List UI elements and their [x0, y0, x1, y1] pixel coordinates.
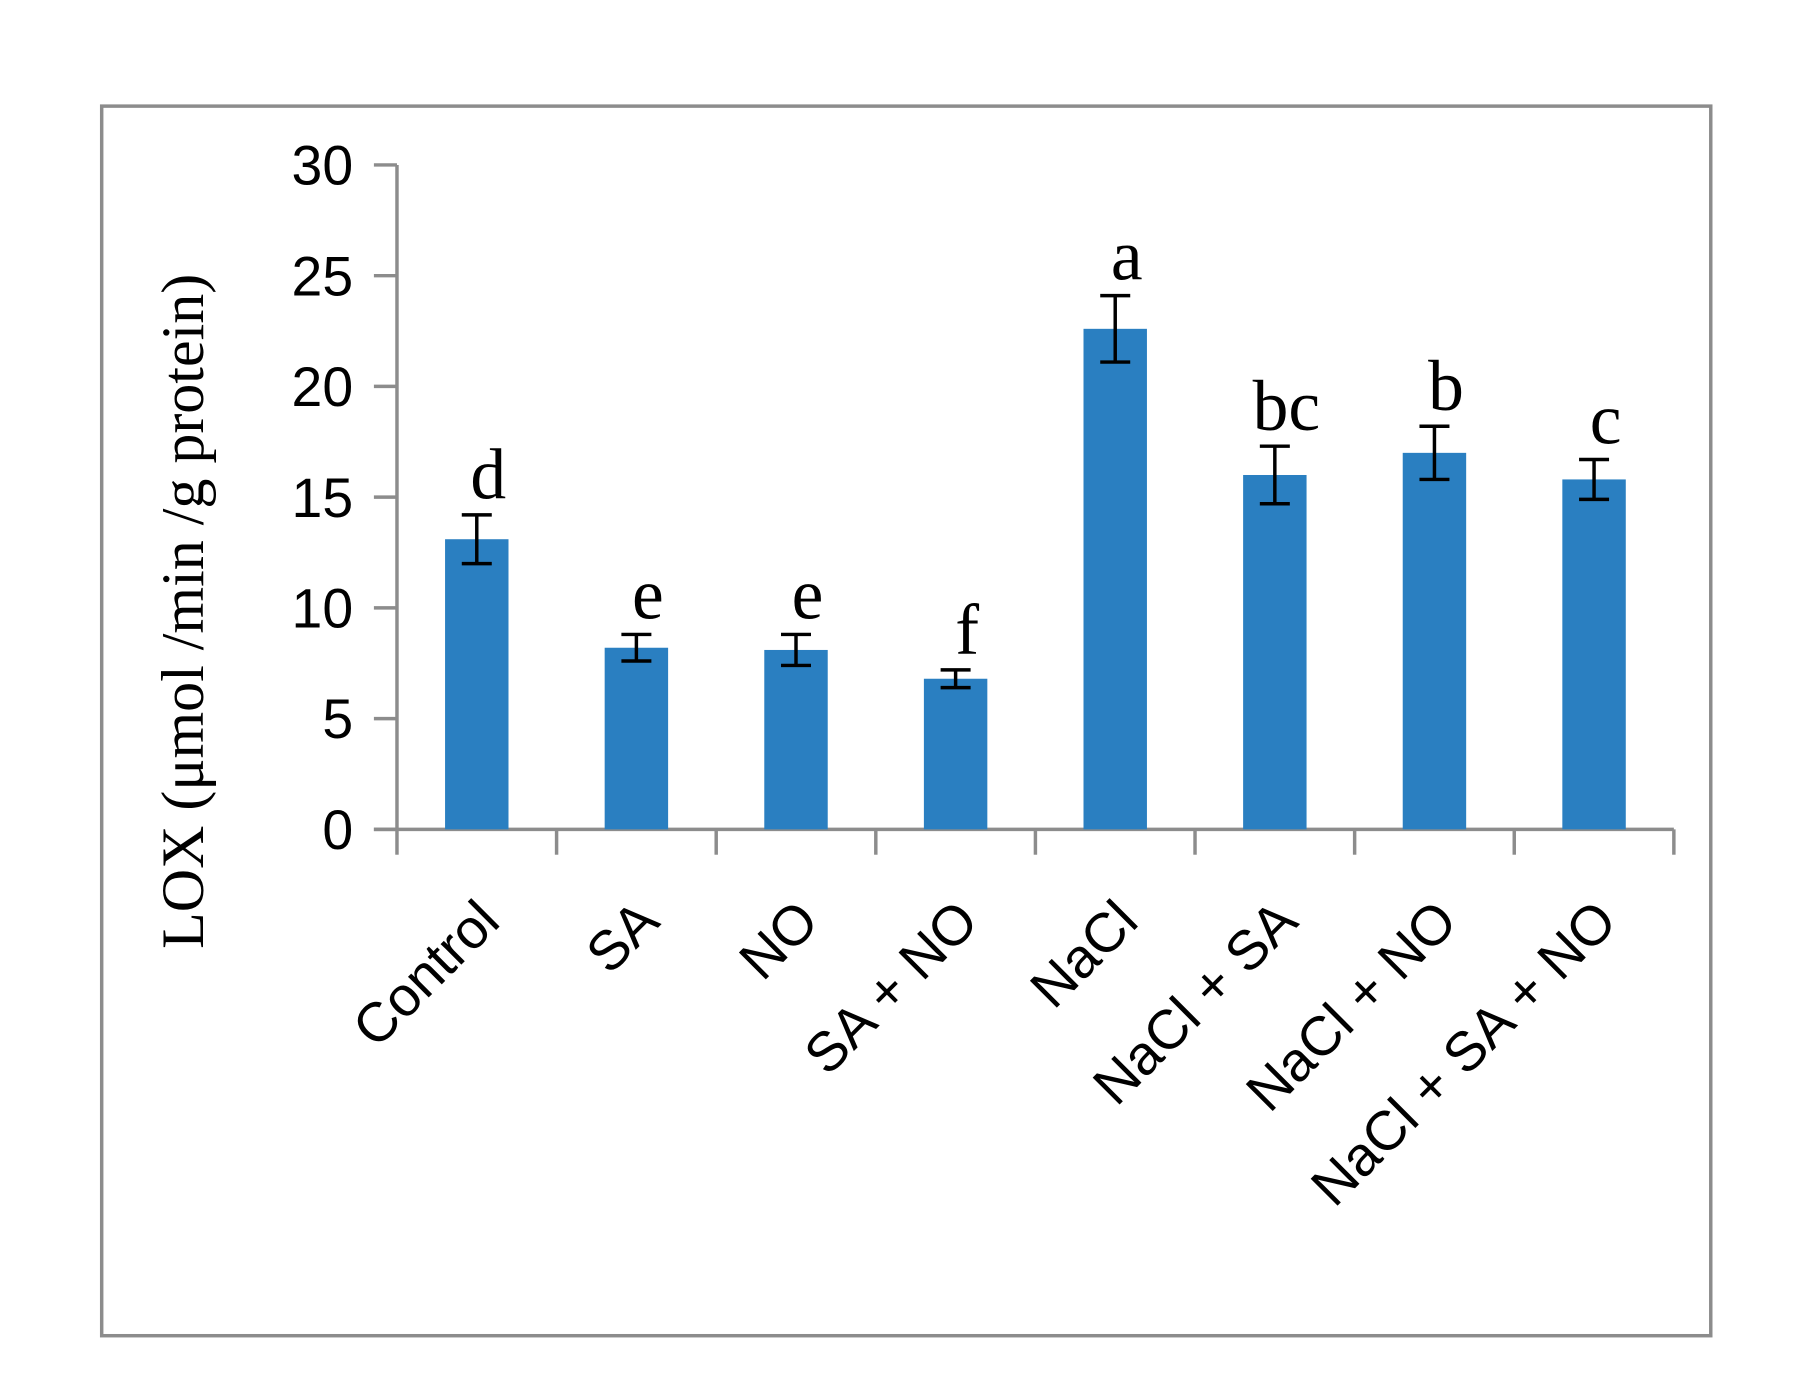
significance-letter: e	[632, 555, 664, 634]
bar	[923, 678, 988, 830]
significance-letter: bc	[1253, 367, 1321, 446]
y-tick-label: 20	[292, 356, 354, 418]
y-tick-label: 10	[292, 577, 354, 639]
bar	[1243, 474, 1307, 830]
bar	[1402, 452, 1467, 830]
significance-letter: e	[792, 555, 824, 634]
significance-letter: a	[1111, 216, 1143, 295]
y-tick-label: 15	[292, 467, 354, 529]
bar	[1562, 479, 1626, 830]
significance-letter: f	[955, 591, 979, 670]
y-axis-label: LOX (μmol /min /g protein)	[150, 274, 216, 949]
y-tick-label: 30	[292, 135, 354, 197]
significance-letter: b	[1428, 347, 1464, 426]
significance-letter: d	[470, 436, 506, 515]
y-tick-label: 5	[322, 688, 353, 750]
bar	[604, 647, 669, 830]
bar	[764, 649, 828, 830]
bar	[445, 539, 509, 830]
y-tick-label: 25	[292, 245, 354, 307]
bar	[1083, 328, 1147, 830]
significance-letter: c	[1590, 380, 1622, 459]
y-tick-label: 0	[322, 799, 353, 861]
